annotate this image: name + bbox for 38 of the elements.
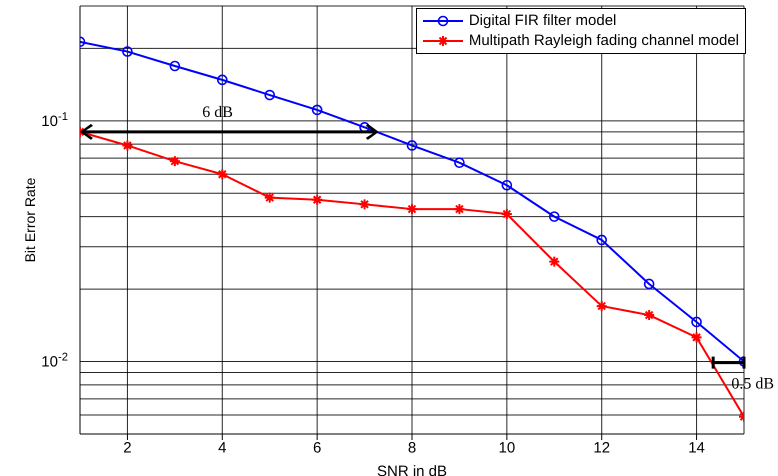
point	[690, 331, 703, 344]
point	[502, 180, 512, 191]
x-tick-label: 14	[688, 440, 705, 457]
y-axis-title: Bit Error Rate	[22, 177, 38, 262]
point	[168, 155, 181, 168]
x-tick-label: 10	[498, 440, 516, 457]
x-tick-label: 4	[218, 440, 226, 457]
point	[453, 203, 466, 216]
y-tick-label: 10$^{-2}$	[41, 352, 68, 371]
point	[596, 300, 608, 312]
point	[596, 234, 608, 246]
x-tick-label: 12	[593, 440, 610, 457]
point	[691, 316, 702, 328]
legend-label: Digital FIR filter model	[468, 11, 616, 31]
point	[216, 74, 228, 86]
point	[644, 278, 654, 290]
point	[312, 104, 322, 116]
point	[548, 256, 560, 268]
point	[454, 157, 465, 168]
point	[264, 90, 276, 100]
point	[122, 46, 133, 57]
point	[121, 139, 134, 152]
y-tick-label: 10$^{-1}$	[41, 110, 68, 130]
x-tick-label: 2	[123, 440, 132, 457]
point	[548, 211, 560, 222]
point	[643, 309, 656, 322]
x-axis-title: SNR in dB	[376, 463, 448, 476]
point	[358, 198, 371, 210]
point	[406, 140, 418, 151]
legend-label: Multipath Rayleigh fading channel model	[468, 31, 739, 51]
point	[500, 208, 513, 220]
point	[264, 192, 276, 204]
point	[311, 194, 324, 206]
point	[216, 168, 228, 180]
point	[170, 60, 180, 72]
x-tick-label: 8	[408, 440, 416, 457]
point	[406, 203, 418, 216]
x-tick-label: 6	[312, 440, 322, 457]
